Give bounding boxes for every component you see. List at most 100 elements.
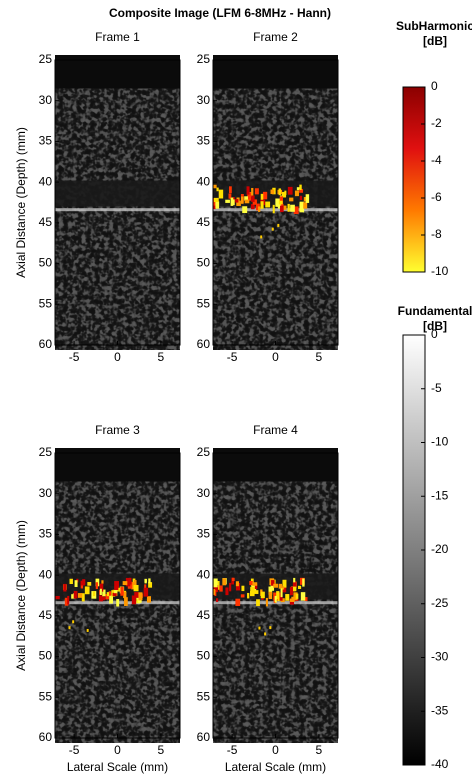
subharmonic-pixel <box>258 626 261 630</box>
y-tick-label: 25 <box>197 52 211 66</box>
subharmonic-pixel <box>214 589 217 596</box>
y-tick-label: 60 <box>197 730 211 744</box>
x-tick-label: 0 <box>114 743 121 757</box>
dark-layer <box>55 448 180 482</box>
subharmonic-pixel <box>260 201 264 209</box>
subharmonic-pixel <box>81 593 85 602</box>
subharmonic-pixel <box>213 589 216 595</box>
subharmonic-pixel <box>268 586 273 595</box>
subharmonic-pixel <box>225 199 230 203</box>
colorbar-tick-label: -2 <box>431 116 442 130</box>
subharmonic-pixel <box>144 579 147 583</box>
subharmonic-pixel <box>291 586 297 592</box>
subharmonic-pixel <box>228 186 232 194</box>
subharmonic-pixel <box>86 628 89 632</box>
subharmonic-pixel <box>249 580 253 586</box>
subharmonic-pixel <box>252 582 258 586</box>
x-tick-label: 5 <box>158 350 165 364</box>
subharmonic-pixel <box>244 196 249 201</box>
colorbar-tick-label: -30 <box>431 650 449 664</box>
subharmonic-pixel <box>295 593 299 599</box>
x-tick-label: 0 <box>272 743 279 757</box>
subharmonic-pixel <box>289 197 294 202</box>
subharmonic-pixel <box>250 591 255 597</box>
subharmonic-pixel <box>293 206 299 215</box>
subharmonic-pixel <box>240 594 245 598</box>
subharmonic-pixel <box>278 583 283 589</box>
colorbar-tick-label: -8 <box>431 227 442 241</box>
subharmonic-pixel <box>99 588 102 596</box>
axes-frame <box>212 452 339 739</box>
y-tick-label: 55 <box>197 689 211 703</box>
subharmonic-pixel <box>148 582 153 588</box>
subharmonic-pixel <box>213 578 218 588</box>
y-tick-label: 55 <box>39 296 53 310</box>
subharmonic-pixel <box>246 186 250 195</box>
subharmonic-pixel <box>146 596 152 603</box>
subharmonic-pixel <box>106 592 110 597</box>
colorbar-tick-label: -6 <box>431 190 442 204</box>
y-tick-label: 30 <box>197 486 211 500</box>
subharmonic-pixel <box>241 196 244 204</box>
y-tick-label: 30 <box>197 93 211 107</box>
subharmonic-pixel <box>143 587 149 597</box>
subharmonic-pixel <box>215 598 219 602</box>
x-axis-label: Lateral Scale (mm) <box>67 760 168 774</box>
subharmonic-pixel <box>302 578 305 587</box>
image <box>55 448 180 743</box>
subharmonic-pixel <box>299 201 304 208</box>
subharmonic-pixel <box>98 595 104 602</box>
y-tick-label: 50 <box>197 649 211 663</box>
colorbar-tick-label: -35 <box>431 703 449 717</box>
x-tick-label: -5 <box>227 743 238 757</box>
subharmonic-pixel <box>232 577 235 582</box>
colorbar-tick-label: -40 <box>431 757 449 771</box>
y-tick-label: 30 <box>39 93 53 107</box>
subharmonic-pixel <box>114 581 119 591</box>
subharmonic-pixel <box>71 594 76 599</box>
subharmonic-pixel <box>213 197 219 203</box>
y-tick-label: 35 <box>197 527 211 541</box>
colorbar <box>402 86 426 273</box>
subharmonic-pixel <box>131 595 137 605</box>
colorbar-tick-label: -15 <box>431 488 449 502</box>
subharmonic-pixel <box>133 584 139 592</box>
bright-line <box>55 208 180 212</box>
subharmonic-pixel <box>250 586 255 595</box>
colorbar-unit: [dB] <box>423 34 447 48</box>
subharmonic-pixel <box>235 598 241 606</box>
subharmonic-pixel <box>272 204 275 214</box>
subharmonic-pixel <box>215 201 220 209</box>
subharmonic-pixel <box>95 582 98 590</box>
subharmonic-pixel <box>278 200 283 205</box>
subharmonic-pixel <box>300 592 306 601</box>
subharmonic-pixel <box>64 597 69 606</box>
subharmonic-pixel <box>299 184 302 190</box>
subharmonic-pixel <box>67 595 70 605</box>
subharmonic-pixel <box>120 586 124 596</box>
subharmonic-pixel <box>305 194 310 203</box>
subharmonic-pixel <box>278 188 281 196</box>
y-axis-label: Axial Distance (Depth) (mm) <box>14 520 28 671</box>
subharmonic-pixel <box>123 591 127 599</box>
subharmonic-pixel <box>213 204 216 210</box>
subharmonic-pixel <box>235 581 239 587</box>
x-tick-label: 5 <box>316 743 323 757</box>
subharmonic-pixel <box>244 199 250 204</box>
subharmonic-pixel <box>282 205 287 210</box>
y-tick-label: 50 <box>39 649 53 663</box>
dark-band <box>55 180 180 207</box>
y-tick-label: 30 <box>39 486 53 500</box>
panel-title: Frame 1 <box>95 30 140 44</box>
colorbar-tick-label: -10 <box>431 264 449 278</box>
colorbar-tick-label: 0 <box>431 327 438 341</box>
subharmonic-pixel <box>218 189 224 199</box>
subharmonic-pixel <box>271 580 275 586</box>
x-tick-label: -5 <box>69 350 80 364</box>
x-tick-label: 0 <box>272 350 279 364</box>
subharmonic-pixel <box>251 195 255 202</box>
subharmonic-pixel <box>262 191 268 200</box>
subharmonic-pixel <box>124 597 128 606</box>
subharmonic-pixel <box>254 590 259 594</box>
colorbar-unit: [dB] <box>423 319 447 333</box>
